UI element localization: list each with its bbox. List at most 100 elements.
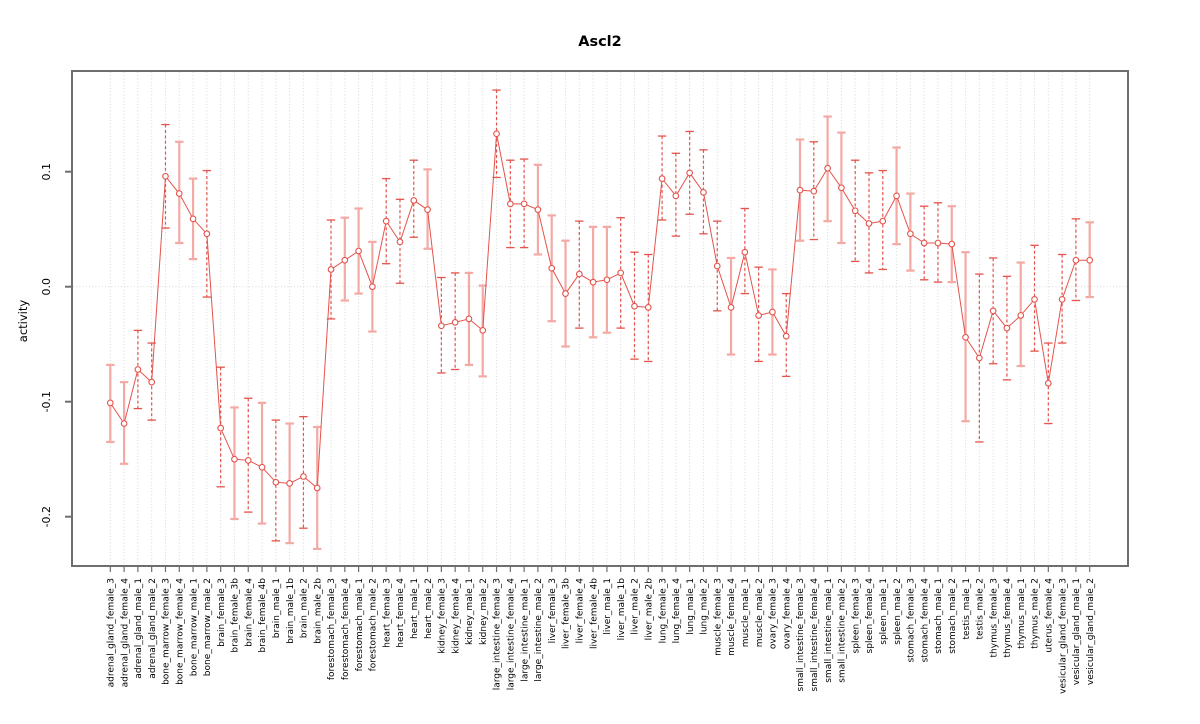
data-point-marker	[451, 319, 459, 326]
x-tick-label: brain_male_2	[300, 578, 310, 638]
x-tick-label: vesicular_gland_female_3	[1058, 578, 1068, 694]
data-point-marker	[438, 322, 445, 330]
x-tick-label: kidney_male_1	[465, 578, 475, 645]
x-tick-label: bone_marrow_male_2	[203, 578, 213, 676]
x-tick-label: ovary_female_4	[782, 578, 792, 649]
x-tick-label: testis_male_2	[976, 578, 986, 640]
data-point-marker	[727, 304, 735, 311]
data-point-marker	[493, 130, 500, 138]
data-point-marker	[810, 187, 818, 195]
data-point-marker	[948, 240, 956, 248]
x-tick-label: muscle_female_4	[727, 578, 737, 656]
x-tick-label: heart_female_4	[396, 578, 406, 648]
x-tick-label: muscle_male_2	[755, 578, 765, 647]
x-tick-label: forestomach_female_3	[327, 578, 337, 680]
x-tick-label: small_intestine_male_1	[824, 578, 834, 683]
y-tick-label: -0.2	[40, 506, 53, 527]
data-point-marker	[258, 463, 266, 471]
chart-title: Ascl2	[578, 34, 622, 50]
data-point-marker	[603, 276, 611, 284]
data-point-marker	[217, 424, 225, 432]
x-tick-label: brain_male_1	[272, 578, 282, 638]
data-point-marker	[244, 457, 252, 464]
data-point-marker	[1003, 324, 1011, 332]
data-point-marker	[824, 164, 831, 172]
data-point-marker	[355, 247, 362, 255]
data-point-marker	[975, 354, 983, 362]
x-tick-label: thymus_male_1	[1017, 578, 1027, 649]
data-point-marker	[1044, 379, 1052, 387]
data-point-marker	[548, 264, 556, 272]
data-point-marker	[686, 169, 694, 177]
data-point-marker	[893, 192, 900, 200]
x-tick-label: brain_male_2b	[313, 578, 323, 644]
data-point-marker	[631, 302, 638, 310]
x-tick-label: kidney_female_4	[451, 578, 461, 654]
x-tick-label: adrenal_gland_female_4	[120, 578, 130, 688]
data-point-marker	[396, 238, 404, 246]
data-point-marker	[589, 278, 597, 286]
x-tick-label: liver_female_4	[576, 578, 586, 644]
x-tick-label: liver_female_4b	[589, 578, 599, 649]
x-tick-label: testis_male_1	[962, 578, 972, 640]
x-tick-label: heart_female_3	[382, 578, 392, 648]
x-tick-label: muscle_female_3	[713, 578, 723, 656]
data-point-marker	[341, 256, 349, 264]
data-point-marker	[962, 333, 969, 341]
x-tick-label: spleen_female_3	[851, 578, 861, 653]
x-tick-label: thymus_male_2	[1031, 578, 1041, 649]
plot-frame	[71, 70, 1129, 567]
y-tick-label: -0.1	[40, 391, 53, 412]
data-point-marker	[658, 175, 666, 182]
x-tick-label: heart_male_2	[424, 578, 434, 639]
data-point-marker	[410, 197, 418, 204]
data-point-marker	[300, 473, 307, 480]
data-point-marker	[520, 200, 528, 208]
x-tick-label: brain_female_3	[217, 578, 227, 647]
data-point-marker	[382, 217, 390, 225]
x-tick-label: vesicular_gland_male_2	[1086, 578, 1096, 685]
x-tick-label: large_intestine_female_3	[493, 578, 503, 690]
y-axis-label: activity	[16, 300, 30, 343]
x-tick-label: stomach_female_4	[920, 578, 930, 663]
data-point-marker	[989, 307, 997, 315]
data-point-marker	[920, 239, 928, 247]
x-tick-label: bone_marrow_female_3	[162, 578, 172, 685]
x-tick-label: kidney_male_2	[479, 578, 489, 645]
data-point-marker	[1072, 256, 1080, 264]
data-point-marker	[851, 207, 859, 215]
x-tick-label: forestomach_female_4	[341, 578, 351, 680]
data-point-marker	[162, 172, 169, 180]
x-tick-label: stomach_male_1	[934, 578, 944, 654]
data-point-marker	[782, 332, 790, 340]
x-tick-label: liver_male_1b	[617, 578, 627, 641]
data-point-marker	[1017, 312, 1025, 319]
x-tick-label: spleen_male_1	[879, 578, 889, 645]
y-tick-label: 0.0	[40, 278, 53, 296]
data-point-marker	[1086, 256, 1094, 264]
data-point-marker	[534, 206, 542, 213]
data-point-marker	[769, 308, 776, 316]
x-tick-label: adrenal_gland_male_2	[148, 578, 158, 679]
data-point-marker	[327, 266, 335, 273]
x-tick-label: forestomach_male_2	[369, 578, 379, 671]
x-tick-label: small_intestine_female_3	[796, 578, 806, 691]
x-tick-label: thymus_female_4	[1003, 578, 1013, 658]
data-point-marker	[175, 190, 183, 197]
data-point-marker	[617, 269, 625, 277]
data-point-marker	[203, 230, 211, 238]
data-point-marker	[838, 184, 845, 192]
data-point-marker	[934, 239, 942, 247]
data-point-marker	[272, 478, 280, 486]
x-tick-label: bone_marrow_female_4	[175, 578, 185, 685]
data-point-marker	[231, 455, 238, 463]
x-tick-label: forestomach_male_1	[355, 578, 365, 671]
x-tick-label: stomach_female_3	[907, 578, 917, 662]
data-point-marker	[506, 200, 514, 208]
x-tick-label: stomach_male_2	[948, 578, 958, 654]
x-tick-label: adrenal_gland_male_1	[134, 578, 144, 679]
x-tick-label: small_intestine_female_4	[810, 578, 820, 692]
data-point-marker	[369, 283, 376, 291]
